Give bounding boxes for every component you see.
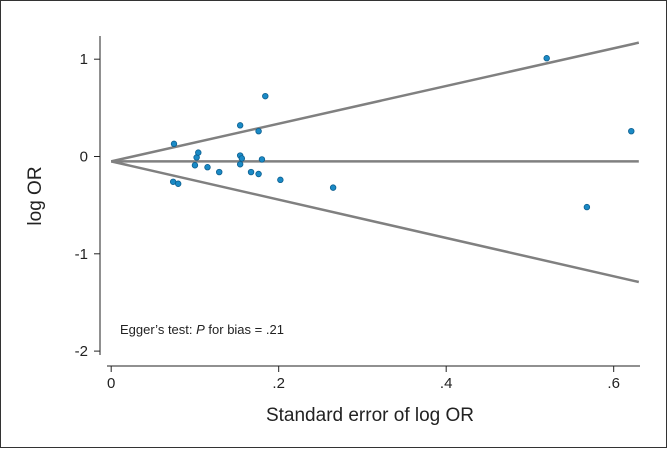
x-tick-label: .2 (272, 375, 285, 392)
point (236, 122, 244, 129)
point (277, 176, 284, 184)
funnel-line (110, 160, 640, 284)
y-tick-label: 1 (80, 51, 88, 68)
point (216, 168, 223, 176)
point (204, 164, 211, 171)
x-tick-label: 0 (107, 375, 115, 392)
x-axis-label: Standard error of log OR (266, 405, 474, 426)
point (543, 55, 550, 62)
x-tick-label: .6 (607, 375, 620, 392)
point (258, 156, 266, 163)
annotation: Egger’s test: P for bias = .21 (120, 322, 284, 337)
point (329, 184, 337, 191)
point (247, 168, 255, 176)
annotation-text: P (196, 322, 205, 337)
x-tick-label: .4 (440, 375, 453, 392)
y-tick-label: -1 (75, 246, 88, 263)
y-tick-label: -2 (75, 343, 88, 360)
annotation-text: Egger’s test: (120, 322, 196, 337)
funnel-line (110, 41, 640, 163)
point (170, 140, 178, 148)
point (262, 92, 269, 100)
y-axis-label: log OR (25, 166, 46, 225)
y-tick-label: 0 (80, 148, 88, 165)
point (236, 161, 244, 168)
point (255, 127, 262, 135)
point (583, 203, 591, 211)
point (255, 170, 262, 178)
point (628, 127, 635, 135)
point (195, 149, 202, 156)
point (174, 180, 182, 187)
point (191, 162, 199, 169)
point (238, 155, 246, 162)
annotation-text: for bias = .21 (205, 322, 284, 337)
